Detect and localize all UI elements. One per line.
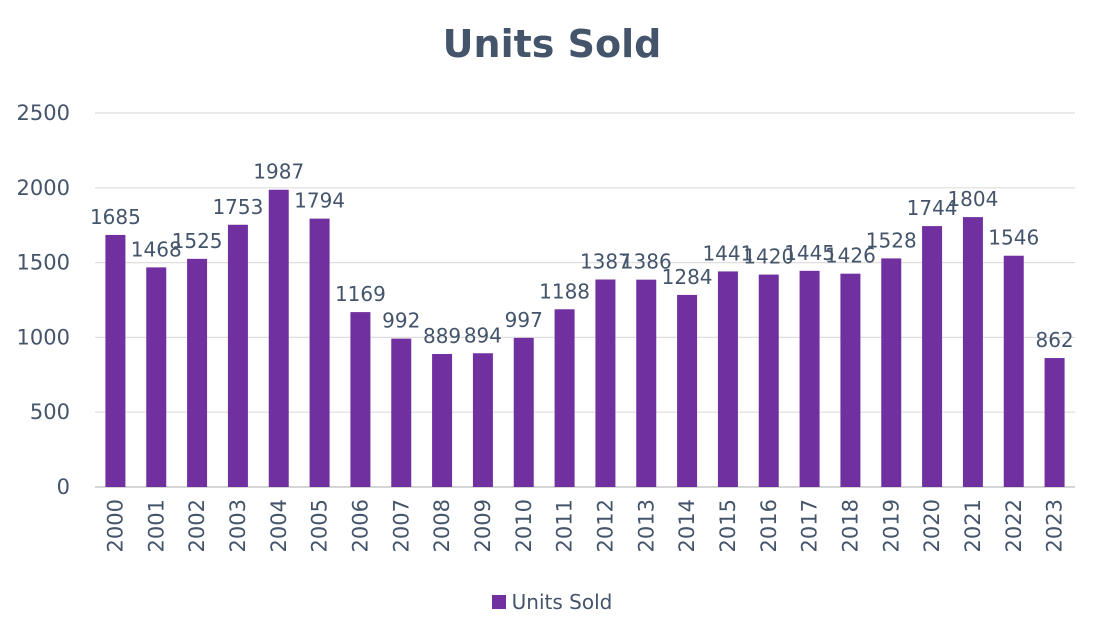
data-label: 1753 — [212, 195, 263, 219]
x-tick-label: 2011 — [553, 499, 577, 552]
bar — [962, 217, 983, 488]
x-tick-label: 2005 — [308, 499, 332, 552]
bar — [717, 271, 738, 487]
bar — [595, 279, 616, 487]
data-label: 997 — [505, 308, 543, 332]
bar — [146, 267, 167, 487]
data-label: 1525 — [172, 229, 223, 253]
x-tick-label: 2009 — [471, 499, 495, 552]
y-tick-label: 0 — [57, 475, 70, 499]
data-label: 1441 — [702, 241, 753, 265]
y-tick-label: 2500 — [17, 101, 70, 125]
x-tick-label: 2023 — [1043, 499, 1067, 552]
bar — [391, 338, 412, 487]
legend-label: Units Sold — [511, 590, 613, 614]
y-tick-label: 500 — [30, 400, 70, 424]
data-label: 1284 — [662, 265, 713, 289]
x-tick-label: 2001 — [144, 499, 168, 552]
data-label: 1426 — [825, 244, 876, 268]
data-label: 1685 — [90, 205, 141, 229]
data-label: 889 — [423, 324, 461, 348]
bar — [922, 226, 943, 487]
x-tick-label: 2002 — [185, 499, 209, 552]
data-label: 1445 — [784, 241, 835, 265]
bar — [1003, 255, 1024, 487]
data-label: 862 — [1035, 328, 1073, 352]
x-tick-label: 2017 — [798, 499, 822, 552]
bar — [881, 258, 902, 487]
x-tick-label: 2000 — [103, 499, 127, 552]
data-label: 1468 — [131, 237, 182, 261]
x-tick-label: 2004 — [267, 499, 291, 552]
bar — [840, 273, 861, 487]
legend-swatch — [491, 595, 506, 609]
bar — [309, 218, 330, 487]
bar — [227, 224, 248, 487]
data-label: 1420 — [743, 245, 794, 269]
data-label: 1386 — [621, 250, 672, 274]
x-tick-label: 2010 — [512, 499, 536, 552]
x-tick-label: 2014 — [675, 499, 699, 552]
y-tick-label: 1500 — [17, 251, 70, 275]
x-tick-label: 2020 — [920, 499, 944, 552]
data-label: 1169 — [335, 282, 386, 306]
bar — [432, 354, 453, 487]
bar — [636, 279, 657, 487]
x-tick-label: 2003 — [226, 499, 250, 552]
bar — [350, 312, 371, 487]
x-tick-label: 2006 — [348, 499, 372, 552]
bar — [554, 309, 575, 487]
x-tick-label: 2015 — [716, 499, 740, 552]
bar — [799, 270, 820, 487]
bar — [1044, 358, 1065, 487]
data-label: 1546 — [988, 226, 1039, 250]
legend: Units Sold — [0, 590, 1104, 614]
x-tick-label: 2012 — [593, 499, 617, 552]
bar — [105, 234, 126, 487]
x-tick-label: 2021 — [961, 499, 985, 552]
x-tick-label: 2007 — [389, 499, 413, 552]
data-label: 992 — [382, 309, 420, 333]
x-tick-label: 2016 — [757, 499, 781, 552]
data-label: 1528 — [866, 228, 917, 252]
data-label: 1387 — [580, 250, 631, 274]
bar — [677, 294, 698, 487]
data-label: 1987 — [253, 160, 304, 184]
data-label: 1804 — [947, 187, 998, 211]
chart-title: Units Sold — [442, 22, 662, 66]
bar — [472, 353, 493, 487]
x-tick-label: 2013 — [634, 499, 658, 552]
data-label: 894 — [464, 323, 502, 347]
data-label: 1744 — [907, 196, 958, 220]
y-tick-label: 1000 — [17, 325, 70, 349]
bar — [513, 337, 534, 487]
bar — [758, 274, 779, 487]
bar — [268, 189, 289, 487]
x-tick-label: 2022 — [1002, 499, 1026, 552]
bar — [187, 258, 208, 487]
x-tick-label: 2019 — [879, 499, 903, 552]
x-tick-label: 2008 — [430, 499, 454, 552]
x-tick-label: 2018 — [838, 499, 862, 552]
y-tick-label: 2000 — [17, 176, 70, 200]
data-label: 1188 — [539, 279, 590, 303]
data-label: 1794 — [294, 189, 345, 213]
